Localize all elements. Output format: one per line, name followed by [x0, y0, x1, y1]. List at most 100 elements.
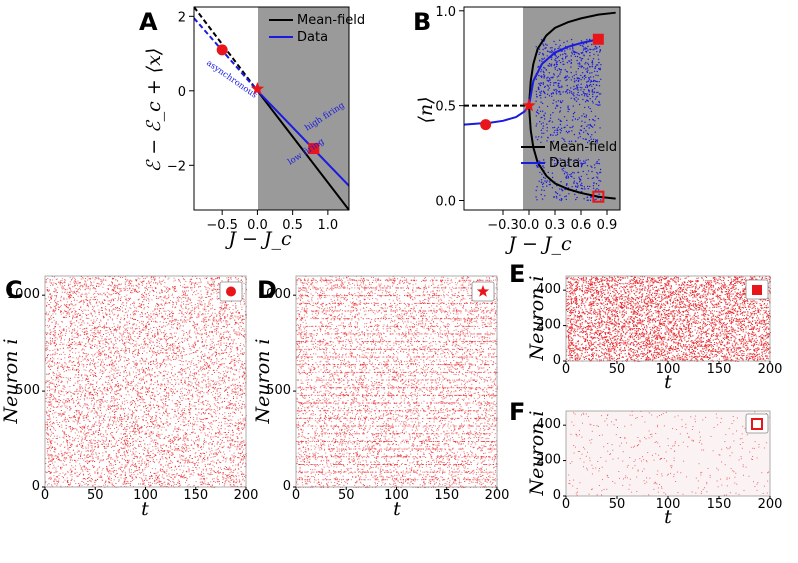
- data-point: [583, 67, 584, 68]
- spike: [239, 453, 240, 454]
- data-point: [587, 46, 588, 47]
- spike: [50, 293, 51, 294]
- spike: [58, 457, 59, 458]
- spike: [63, 399, 64, 400]
- spike: [160, 435, 161, 436]
- spike: [83, 427, 84, 428]
- spike: [76, 462, 77, 463]
- spike: [65, 459, 66, 460]
- spike: [95, 389, 96, 390]
- spike: [241, 433, 242, 434]
- spike: [172, 449, 173, 450]
- spike: [238, 410, 239, 411]
- spike: [122, 386, 123, 387]
- data-point: [589, 66, 590, 67]
- data-point: [541, 117, 542, 118]
- spike: [155, 376, 156, 377]
- spike: [64, 419, 65, 420]
- data-point: [537, 110, 538, 111]
- data-point: [563, 42, 564, 43]
- spike: [111, 478, 112, 479]
- spike: [149, 444, 150, 445]
- spike: [226, 307, 227, 308]
- data-point: [581, 126, 582, 127]
- spike: [240, 455, 241, 456]
- data-point: [551, 47, 552, 48]
- spike: [240, 422, 241, 423]
- spike: [47, 374, 48, 375]
- data-point: [579, 62, 580, 63]
- spike: [228, 477, 229, 478]
- spike: [123, 380, 124, 381]
- spike: [231, 486, 232, 487]
- spike: [83, 366, 84, 367]
- spike: [86, 293, 87, 294]
- spike: [225, 386, 226, 387]
- spike: [154, 400, 155, 401]
- data-point: [588, 106, 589, 107]
- spike: [202, 339, 203, 340]
- spike: [75, 353, 76, 354]
- spike: [101, 283, 102, 284]
- data-point: [595, 98, 596, 99]
- data-point: [553, 82, 554, 83]
- spike: [91, 447, 92, 448]
- spike: [168, 387, 169, 388]
- spike: [236, 423, 237, 424]
- spike: [78, 454, 79, 455]
- data-point: [589, 186, 590, 187]
- data-point: [575, 56, 576, 57]
- spike: [139, 326, 140, 327]
- spike: [172, 316, 173, 317]
- spike: [130, 389, 131, 390]
- spike: [125, 276, 126, 277]
- spike: [93, 288, 94, 289]
- data-point: [593, 182, 594, 183]
- spike: [89, 442, 90, 443]
- spike: [200, 482, 201, 483]
- data-point: [581, 84, 582, 85]
- spike: [116, 329, 117, 330]
- circle-marker: [480, 119, 491, 130]
- spike: [75, 438, 76, 439]
- spike: [85, 387, 86, 388]
- spike: [229, 440, 230, 441]
- spike: [85, 278, 86, 279]
- spike: [156, 416, 157, 417]
- spike: [163, 412, 164, 413]
- spike: [194, 284, 195, 285]
- spike: [154, 483, 155, 484]
- spike: [132, 327, 133, 328]
- data-point: [537, 66, 538, 67]
- spike: [228, 441, 229, 442]
- spike: [49, 380, 50, 381]
- spike: [78, 358, 79, 359]
- spike: [57, 477, 58, 478]
- data-point: [593, 80, 594, 81]
- spike: [125, 455, 126, 456]
- spike: [58, 379, 59, 380]
- spike: [75, 383, 76, 384]
- spike: [90, 335, 91, 336]
- spike: [69, 391, 70, 392]
- data-point: [591, 171, 592, 172]
- spike: [46, 438, 47, 439]
- spike: [66, 453, 67, 454]
- spike: [210, 423, 211, 424]
- data-point: [567, 89, 568, 90]
- spike: [199, 311, 200, 312]
- spike: [165, 371, 166, 372]
- spike: [78, 403, 79, 404]
- data-point: [590, 81, 591, 82]
- data-point: [577, 84, 578, 85]
- data-point: [536, 165, 537, 166]
- spike: [148, 363, 149, 364]
- spike: [110, 418, 111, 419]
- spike: [108, 456, 109, 457]
- data-point: [580, 87, 581, 88]
- spike: [133, 315, 134, 316]
- data-point: [560, 54, 561, 55]
- spike: [193, 321, 194, 322]
- spike: [46, 345, 47, 346]
- spike: [78, 438, 79, 439]
